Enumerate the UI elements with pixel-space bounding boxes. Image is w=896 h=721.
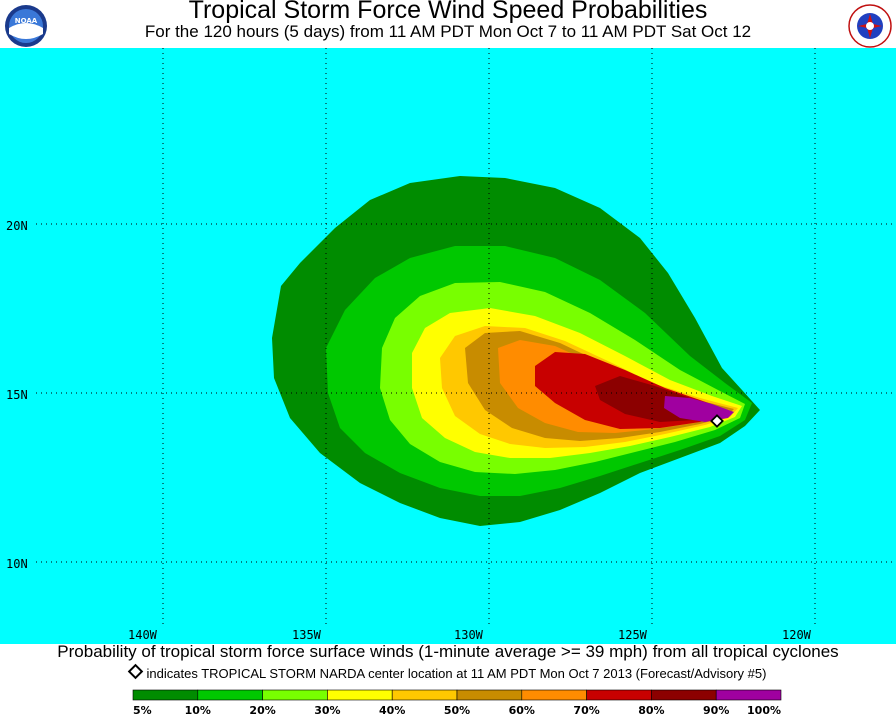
map-caption: Probability of tropical storm force surf… xyxy=(57,642,839,661)
footer: Probability of tropical storm force surf… xyxy=(0,642,896,717)
legend-swatch xyxy=(586,689,652,701)
latitude-labels: 20N 15N 10N xyxy=(6,219,28,571)
lon-label-120w: 120W xyxy=(782,628,812,642)
legend-label: 50% xyxy=(444,704,470,716)
probability-map: 20N 15N 10N 140W 135W 130W 125W 120W xyxy=(0,48,896,644)
legend-swatch xyxy=(456,689,523,701)
longitude-labels: 140W 135W 130W 125W 120W xyxy=(128,628,812,642)
page-subtitle: For the 120 hours (5 days) from 11 AM PD… xyxy=(144,22,752,41)
diamond-icon xyxy=(127,663,143,680)
lat-label-15n: 15N xyxy=(6,388,28,402)
legend-label: 40% xyxy=(379,704,405,716)
lat-label-20n: 20N xyxy=(6,219,28,233)
probability-contours xyxy=(272,176,760,526)
nws-logo xyxy=(848,4,892,48)
svg-text:NOAA: NOAA xyxy=(15,17,38,25)
legend-swatch xyxy=(391,689,458,701)
legend-swatch xyxy=(715,689,782,701)
lon-label-130w: 130W xyxy=(454,628,484,642)
marker-note: indicates TROPICAL STORM NARDA center lo… xyxy=(0,663,896,681)
marker-note-text: indicates TROPICAL STORM NARDA center lo… xyxy=(146,666,767,681)
page-title: Tropical Storm Force Wind Speed Probabil… xyxy=(188,0,708,24)
lon-label-135w: 135W xyxy=(292,628,322,642)
legend-label: 5% xyxy=(133,704,152,716)
probability-legend: 5% 10% 20% 30% 40% 50% 60% 70% 80% 90% 100% xyxy=(0,688,896,717)
legend-swatch xyxy=(521,689,587,701)
legend-label: 80% xyxy=(638,704,664,716)
lon-label-140w: 140W xyxy=(128,628,158,642)
noaa-logo: NOAA xyxy=(4,4,48,48)
legend-label: 70% xyxy=(573,704,599,716)
legend-label: 60% xyxy=(509,704,535,716)
legend-swatch xyxy=(262,689,328,701)
diamond-icon xyxy=(710,414,724,428)
lat-label-10n: 10N xyxy=(6,557,28,571)
grid-lines xyxy=(36,48,896,626)
legend-label: 20% xyxy=(249,704,275,716)
lon-label-125w: 125W xyxy=(618,628,648,642)
legend-swatch xyxy=(197,689,263,701)
legend-swatch xyxy=(132,689,199,701)
legend-label: 30% xyxy=(314,704,340,716)
legend-swatch xyxy=(327,689,393,701)
legend-label: 100% xyxy=(747,704,781,716)
legend-label: 90% xyxy=(703,704,729,716)
legend-label: 10% xyxy=(185,704,211,716)
header: NOAA Tropical Storm Force Wind Speed Pro… xyxy=(0,0,896,48)
legend-swatch xyxy=(651,689,717,701)
